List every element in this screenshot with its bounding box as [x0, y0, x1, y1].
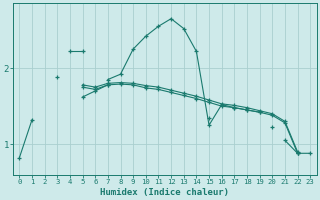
- X-axis label: Humidex (Indice chaleur): Humidex (Indice chaleur): [100, 188, 229, 197]
